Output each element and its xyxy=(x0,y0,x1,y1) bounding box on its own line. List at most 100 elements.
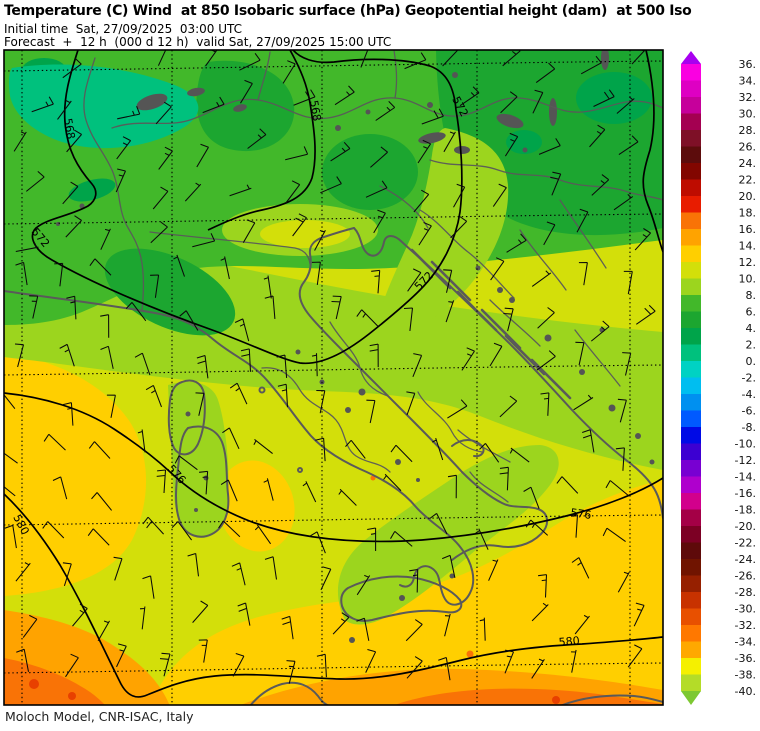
colorbar-band xyxy=(681,443,701,461)
map-title: Temperature (C) Wind at 850 Isobaric sur… xyxy=(4,3,692,19)
colorbar-band xyxy=(681,97,701,114)
contour-576 xyxy=(4,392,663,543)
colorbar-band xyxy=(681,542,701,560)
contour-label-568: 568 xyxy=(61,117,77,140)
colorbar-tick-label: 22. xyxy=(739,174,757,187)
contour-568-572 xyxy=(31,50,463,365)
temp-region-orange xyxy=(4,364,663,705)
contour-568-b xyxy=(207,50,316,231)
colorbar-band xyxy=(681,113,701,131)
colorbar-band xyxy=(681,212,701,230)
colorbar-band xyxy=(681,493,701,510)
colorbar-band xyxy=(681,344,701,362)
colorbar-band xyxy=(681,427,701,444)
colorbar-band xyxy=(681,196,701,213)
wind-barbs xyxy=(4,50,656,684)
colorbar-band xyxy=(681,80,701,98)
colorbar-tick-label: 8. xyxy=(746,289,757,302)
colorbar-tick-label: 26. xyxy=(739,141,757,154)
initial-time-label: Initial time Sat, 27/09/2025 03:00 UTC xyxy=(4,22,243,36)
colorbar-band xyxy=(681,394,701,411)
colorbar-tick-label: 16. xyxy=(739,223,757,236)
colorbar-tick-label: -12. xyxy=(735,454,756,467)
colorbar-canvas: 36. 34. 32. 30. 28. 26. 24. 22. 20. 18. 16. 14. 12. 1… xyxy=(681,51,757,705)
colorbar-tick-label: 4. xyxy=(746,322,757,335)
colorbar-tick-label: 34. xyxy=(739,75,757,88)
colorbar-tick-label: -14. xyxy=(735,471,756,484)
colorbar-tick-label: 36. xyxy=(739,58,757,71)
colorbar-band xyxy=(681,179,701,197)
colorbar-band xyxy=(681,295,701,312)
colorbar-tick-label: 14. xyxy=(739,240,757,253)
colorbar-tick-label: 18. xyxy=(739,207,757,220)
colorbar-tick-label: 20. xyxy=(739,190,757,203)
colorbar-band xyxy=(681,229,701,246)
colorbar-band xyxy=(681,410,701,428)
colorbar-band xyxy=(681,559,701,576)
colorbar-tick-label: -10. xyxy=(735,438,756,451)
colorbar-tick-label: -36. xyxy=(735,652,756,665)
colorbar-band xyxy=(681,64,701,81)
colorbar-tick-label: 10. xyxy=(739,273,757,286)
colorbar-tick-label: -20. xyxy=(735,520,756,533)
colorbar-tick-label: -30. xyxy=(735,603,756,616)
colorbar-band xyxy=(681,526,701,543)
model-credit: Moloch Model, CNR-ISAC, Italy xyxy=(5,709,194,724)
colorbar-band xyxy=(681,625,701,642)
colorbar-tick-label: 2. xyxy=(746,339,757,352)
colorbar-band xyxy=(681,641,701,659)
contour-568-ne xyxy=(642,50,663,253)
inland-borders xyxy=(83,50,663,503)
colorbar-band xyxy=(681,328,701,345)
contour-label-568: 568 xyxy=(307,99,323,122)
colorbar-band xyxy=(681,146,701,164)
colorbar-tick-label: -6. xyxy=(742,405,756,418)
colorbar-band xyxy=(681,460,701,477)
colorbar-band xyxy=(681,361,701,378)
temperature-colorbar: 36. 34. 32. 30. 28. 26. 24. 22. 20. 18. 16. 14. 12. 1… xyxy=(664,44,760,720)
map-frame xyxy=(3,49,664,706)
colorbar-tick-label: -40. xyxy=(735,685,756,698)
colorbar-tick-label: 12. xyxy=(739,256,757,269)
colorbar-band xyxy=(681,509,701,527)
colorbar-band xyxy=(681,163,701,180)
colorbar-tick-label: 0. xyxy=(746,355,757,368)
graticule xyxy=(4,50,663,705)
colorbar-band xyxy=(681,608,701,626)
colorbar-arrow-down xyxy=(681,691,701,705)
colorbar-band xyxy=(681,658,701,675)
colorbar-band xyxy=(681,311,701,329)
colorbar-band xyxy=(681,476,701,494)
colorbar-tick-label: -4. xyxy=(742,388,756,401)
colorbar-band xyxy=(681,377,701,395)
colorbar-tick-label: -38. xyxy=(735,669,756,682)
colorbar-band xyxy=(681,130,701,147)
weather-map: 568 568 572 572 572 576 576 580 580 xyxy=(3,49,664,706)
colorbar-tick-label: 28. xyxy=(739,124,757,137)
colorbar-tick-label: -24. xyxy=(735,553,756,566)
colorbar-tick-label: -34. xyxy=(735,636,756,649)
colorbar-tick-label: -32. xyxy=(735,619,756,632)
colorbar-band xyxy=(681,278,701,296)
colorbar-tick-label: 30. xyxy=(739,108,757,121)
colorbar-band xyxy=(681,592,701,609)
colorbar-tick-label: -26. xyxy=(735,570,756,583)
contour-label-576: 576 xyxy=(570,506,593,522)
colorbar-tick-label: -18. xyxy=(735,504,756,517)
colorbar-tick-label: -28. xyxy=(735,586,756,599)
colorbar-tick-label: 24. xyxy=(739,157,757,170)
colorbar-tick-label: 6. xyxy=(746,306,757,319)
colorbar-tick-label: -2. xyxy=(742,372,756,385)
temp-region-green-north xyxy=(4,50,663,336)
colorbar-band xyxy=(681,575,701,593)
colorbar-tick-label: 32. xyxy=(739,91,757,104)
colorbar-band xyxy=(681,262,701,279)
forecast-valid-label: Forecast + 12 h (000 d 12 h) valid Sat, … xyxy=(4,35,392,49)
colorbar-band xyxy=(681,674,701,692)
colorbar-tick-label: -22. xyxy=(735,537,756,550)
colorbar-arrow-up xyxy=(681,51,701,64)
colorbar-band xyxy=(681,245,701,263)
terrain-mask-blobs xyxy=(56,50,655,643)
colorbar-tick-label: -16. xyxy=(735,487,756,500)
